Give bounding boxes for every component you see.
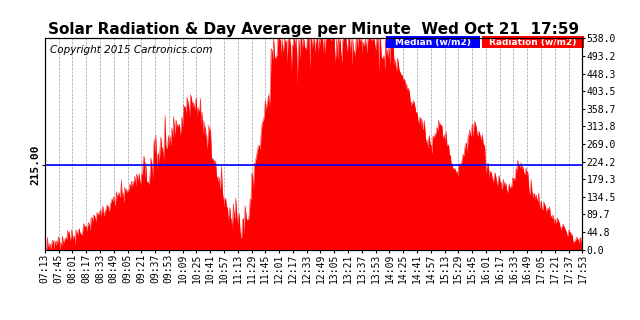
FancyBboxPatch shape [386,36,480,48]
Title: Solar Radiation & Day Average per Minute  Wed Oct 21  17:59: Solar Radiation & Day Average per Minute… [48,22,579,37]
FancyBboxPatch shape [482,36,584,48]
Text: Copyright 2015 Cartronics.com: Copyright 2015 Cartronics.com [50,45,213,55]
Text: Median (w/m2): Median (w/m2) [396,37,471,47]
Text: Radiation (w/m2): Radiation (w/m2) [489,37,577,47]
